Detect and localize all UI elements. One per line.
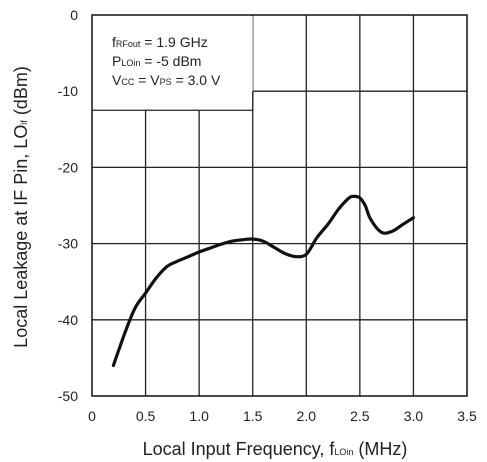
annotation: fRFout = 1.9 GHz PLOin = -5 dBm VCC = VP… xyxy=(112,34,221,88)
y-tick-label: -50 xyxy=(58,388,78,404)
x-tick-label: 2.5 xyxy=(350,408,370,424)
x-axis-label-tail: (MHz) xyxy=(353,439,407,459)
x-tick-label: 1.0 xyxy=(189,408,209,424)
x-tick-label: 0 xyxy=(88,408,96,424)
y-axis-label-tail: (dBm) xyxy=(11,66,31,120)
x-tick-labels: 0 0.5 1.0 1.5 2.0 2.5 3.0 3.5 xyxy=(88,408,477,424)
y-axis-label: Local Leakage at IF Pin, LOif (dBm) xyxy=(11,66,31,348)
y-tick-label: -30 xyxy=(58,236,78,252)
x-tick-label: 3.0 xyxy=(404,408,424,424)
y-axis-label-main: Local Leakage at IF Pin, LO xyxy=(11,125,31,348)
data-series-line xyxy=(111,194,415,368)
y-tick-label: -40 xyxy=(58,312,78,328)
x-tick-label: 1.5 xyxy=(243,408,263,424)
x-tick-label: 3.5 xyxy=(457,408,477,424)
y-axis-label-sub: if xyxy=(19,120,29,125)
y-tick-label: 0 xyxy=(70,7,78,23)
annotation-line-2: PLOin = -5 dBm xyxy=(112,53,201,69)
legend-box xyxy=(92,16,254,111)
plot-frame xyxy=(91,14,468,397)
x-axis-label-sub: LOin xyxy=(334,447,353,457)
y-tick-labels: 0 -10 -20 -30 -40 -50 xyxy=(58,7,78,404)
x-tick-label: 0.5 xyxy=(136,408,156,424)
y-tick-label: -20 xyxy=(58,159,78,175)
legend-box-bg xyxy=(93,16,253,111)
x-axis-label: Local Input Frequency, fLOin (MHz) xyxy=(143,439,408,459)
y-tick-label: -10 xyxy=(58,83,78,99)
x-tick-label: 2.0 xyxy=(297,408,317,424)
x-axis-label-main: Local Input Frequency, f xyxy=(143,439,336,459)
annotation-line-1: fRFout = 1.9 GHz xyxy=(112,34,208,50)
annotation-line-3: VCC = VPS = 3.0 V xyxy=(112,72,221,88)
